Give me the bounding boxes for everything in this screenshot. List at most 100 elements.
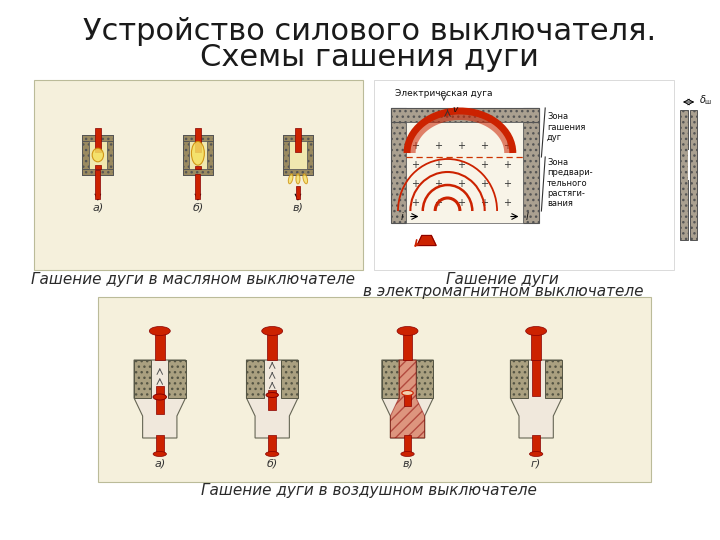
- Bar: [267, 332, 277, 360]
- Ellipse shape: [526, 327, 546, 335]
- Polygon shape: [246, 360, 298, 438]
- Text: +: +: [503, 198, 510, 208]
- Text: Гашение дуги: Гашение дуги: [446, 272, 559, 287]
- Bar: [83, 134, 113, 140]
- Bar: [269, 435, 276, 453]
- Bar: [282, 134, 313, 140]
- Bar: [532, 435, 540, 453]
- Text: б): б): [266, 458, 278, 468]
- Text: +: +: [434, 179, 442, 189]
- Text: +: +: [503, 160, 510, 170]
- Bar: [269, 390, 276, 410]
- Bar: [391, 107, 406, 222]
- Text: +: +: [411, 179, 419, 189]
- Ellipse shape: [92, 148, 104, 162]
- Text: $\delta_{\rm ш}$: $\delta_{\rm ш}$: [699, 93, 713, 107]
- Polygon shape: [545, 360, 562, 398]
- Bar: [207, 134, 213, 176]
- Bar: [156, 386, 163, 414]
- Bar: [182, 134, 213, 140]
- Polygon shape: [416, 360, 433, 398]
- Text: v: v: [452, 105, 458, 114]
- Ellipse shape: [266, 451, 279, 456]
- Polygon shape: [510, 360, 528, 398]
- Bar: [402, 332, 413, 360]
- Bar: [195, 174, 200, 199]
- Text: Схемы гашения дуги: Схемы гашения дуги: [200, 43, 539, 71]
- Text: +: +: [457, 198, 465, 208]
- Ellipse shape: [153, 394, 166, 400]
- Bar: [182, 170, 213, 176]
- Text: Устройство силового выключателя.: Устройство силового выключателя.: [83, 17, 656, 46]
- Ellipse shape: [192, 141, 204, 165]
- Text: +: +: [411, 198, 419, 208]
- Text: Гашение дуги в масляном выключателе: Гашение дуги в масляном выключателе: [31, 272, 355, 287]
- Ellipse shape: [266, 393, 279, 397]
- Ellipse shape: [402, 390, 413, 395]
- Text: г): г): [531, 458, 541, 468]
- Text: в): в): [402, 458, 413, 468]
- Polygon shape: [390, 360, 425, 438]
- Polygon shape: [134, 360, 151, 398]
- Text: Электрическая дуга: Электрическая дуга: [395, 89, 492, 98]
- Bar: [156, 435, 163, 453]
- Ellipse shape: [401, 451, 414, 456]
- Ellipse shape: [397, 327, 418, 335]
- Bar: [404, 394, 411, 406]
- Text: +: +: [480, 141, 487, 151]
- Bar: [532, 360, 540, 396]
- Bar: [194, 166, 201, 170]
- Bar: [680, 110, 688, 240]
- Ellipse shape: [529, 451, 543, 456]
- Text: +: +: [411, 141, 419, 151]
- Bar: [155, 332, 165, 360]
- Bar: [107, 134, 113, 176]
- Text: Гашение дуги в воздушном выключателе: Гашение дуги в воздушном выключателе: [202, 483, 537, 498]
- Polygon shape: [281, 360, 298, 398]
- Bar: [94, 128, 101, 152]
- Bar: [307, 134, 313, 176]
- Text: +: +: [480, 160, 487, 170]
- Text: +: +: [480, 179, 487, 189]
- Bar: [83, 170, 113, 176]
- Text: в): в): [292, 202, 303, 213]
- Text: +: +: [434, 141, 442, 151]
- Bar: [295, 186, 300, 199]
- Bar: [189, 140, 207, 170]
- Polygon shape: [407, 111, 513, 153]
- Text: i: i: [401, 212, 404, 221]
- Bar: [94, 165, 101, 170]
- Bar: [531, 332, 541, 360]
- Text: в электромагнитном выключателе: в электромагнитном выключателе: [363, 284, 643, 299]
- Ellipse shape: [153, 451, 166, 456]
- Bar: [96, 170, 100, 199]
- Text: +: +: [434, 198, 442, 208]
- Text: Зона
гашения
дуг: Зона гашения дуг: [547, 112, 585, 142]
- Text: +: +: [457, 160, 465, 170]
- Text: +: +: [411, 160, 419, 170]
- Bar: [404, 435, 411, 453]
- Text: +: +: [503, 179, 510, 189]
- Text: +: +: [434, 160, 442, 170]
- Ellipse shape: [296, 174, 300, 184]
- Bar: [289, 140, 307, 170]
- Bar: [391, 107, 539, 122]
- Text: +: +: [480, 198, 487, 208]
- Polygon shape: [510, 360, 562, 438]
- Polygon shape: [134, 360, 186, 438]
- Ellipse shape: [262, 327, 283, 335]
- Ellipse shape: [303, 174, 307, 184]
- FancyBboxPatch shape: [98, 297, 650, 482]
- Polygon shape: [168, 360, 186, 398]
- Bar: [282, 134, 289, 176]
- Text: +: +: [503, 141, 510, 151]
- FancyBboxPatch shape: [374, 80, 675, 270]
- Text: +: +: [457, 179, 465, 189]
- Bar: [282, 170, 313, 176]
- Polygon shape: [382, 360, 399, 398]
- Text: б): б): [192, 202, 204, 213]
- Text: а): а): [154, 458, 166, 468]
- Bar: [83, 134, 89, 176]
- Bar: [688, 150, 690, 180]
- Bar: [194, 128, 201, 152]
